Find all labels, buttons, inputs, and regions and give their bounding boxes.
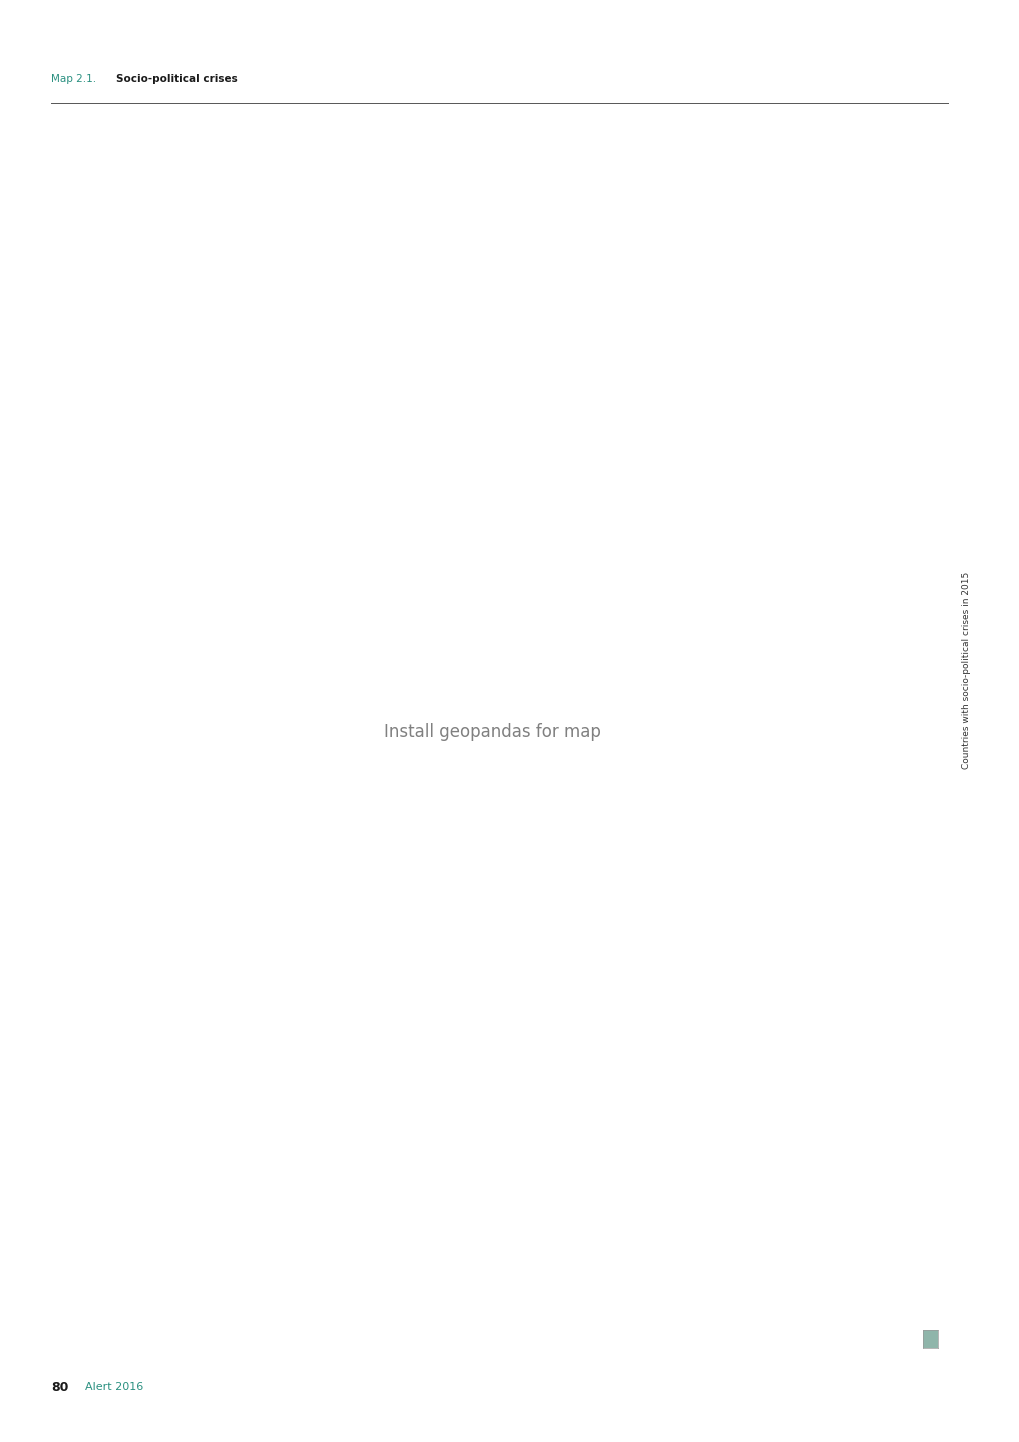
Text: Countries with socio-political crises in 2015: Countries with socio-political crises in… <box>961 571 970 769</box>
Text: Install geopandas for map: Install geopandas for map <box>383 722 600 741</box>
Text: 80: 80 <box>51 1380 68 1394</box>
Text: Socio-political crises: Socio-political crises <box>115 75 237 84</box>
Text: Map 2.1.: Map 2.1. <box>51 75 96 84</box>
Text: Alert 2016: Alert 2016 <box>85 1383 144 1392</box>
